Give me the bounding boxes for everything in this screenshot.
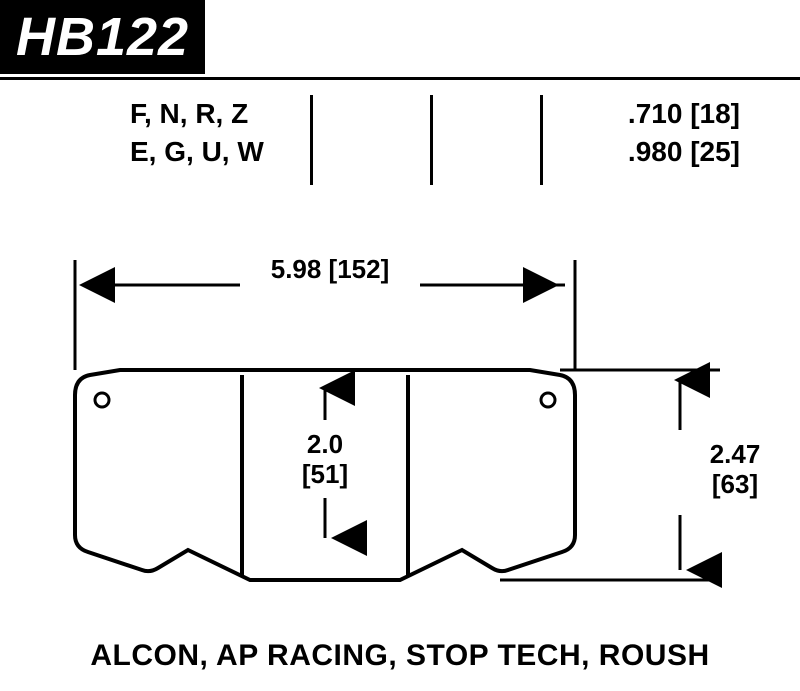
compatible-brands: ALCON, AP RACING, STOP TECH, ROUSH [0,639,800,673]
mounting-hole [95,393,109,407]
mounting-hole [541,393,555,407]
technical-drawing [0,0,800,691]
